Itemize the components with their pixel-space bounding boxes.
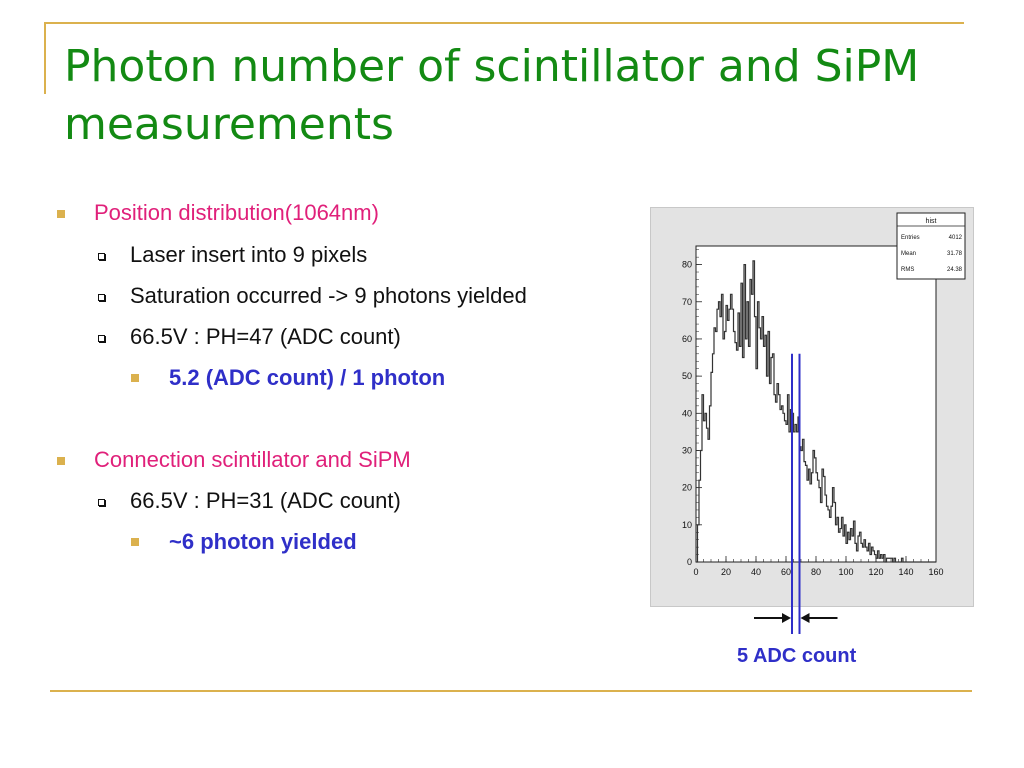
x-tick-label: 60 <box>781 567 791 577</box>
stats-label-entries: Entries <box>901 235 920 241</box>
bullet-text: Connection scintillator and SiPM <box>94 447 411 472</box>
histogram-axes: 0 20 40 60 80 100 120 140 160 0 10 20 30 40 50 60 70 80 <box>682 249 944 577</box>
y-tick-label: 0 <box>687 557 692 567</box>
histogram-series <box>696 260 936 563</box>
bullet-saturation: Saturation occurred -> 9 photons yielded <box>98 283 527 309</box>
stats-label-mean: Mean <box>901 251 916 257</box>
hollow-square-bullet-icon <box>98 294 105 301</box>
y-tick-label: 60 <box>682 334 692 344</box>
stats-value-rms: 24.38 <box>947 267 963 273</box>
bullet-laser-insert: Laser insert into 9 pixels <box>98 242 368 268</box>
x-tick-label: 80 <box>811 567 821 577</box>
y-tick-label: 20 <box>682 483 692 493</box>
square-bullet-icon <box>131 538 139 546</box>
histogram-chart: 0 20 40 60 80 100 120 140 160 0 10 20 30 40 50 60 70 80 h… <box>682 212 966 606</box>
slide-title: Photon number of scintillator and SiPM m… <box>64 41 920 150</box>
left-accent-rule <box>44 22 46 94</box>
stats-label-rms: RMS <box>901 267 914 273</box>
adc-count-label: 5 ADC count <box>737 645 857 667</box>
x-tick-label: 20 <box>721 567 731 577</box>
square-bullet-icon <box>57 210 65 218</box>
bullet-position-distribution: Position distribution(1064nm) <box>57 200 379 226</box>
y-tick-label: 10 <box>682 520 692 530</box>
x-tick-label: 40 <box>751 567 761 577</box>
histogram-panel: 0 20 40 60 80 100 120 140 160 0 10 20 30 40 50 60 70 80 h… <box>650 207 974 607</box>
y-tick-label: 40 <box>682 408 692 418</box>
left-arrowhead-icon <box>782 613 791 623</box>
x-tick-label: 140 <box>898 567 913 577</box>
hollow-square-bullet-icon <box>98 335 105 342</box>
bullet-ph-47: 66.5V : PH=47 (ADC count) <box>98 324 401 350</box>
square-bullet-icon <box>131 374 139 382</box>
x-tick-label: 0 <box>693 567 698 577</box>
right-arrowhead-icon <box>800 613 810 623</box>
bullet-text: Position distribution(1064nm) <box>94 200 379 225</box>
stats-value-mean: 31.78 <box>947 251 963 257</box>
y-tick-label: 30 <box>682 445 692 455</box>
stats-box-frame <box>896 212 966 280</box>
top-accent-rule <box>44 22 964 24</box>
x-tick-label: 120 <box>868 567 883 577</box>
bullet-connection: Connection scintillator and SiPM <box>57 447 411 473</box>
x-tick-label: 160 <box>928 567 943 577</box>
plot-area <box>695 245 937 563</box>
bullet-text: 66.5V : PH=31 (ADC count) <box>130 488 401 513</box>
stats-value-entries: 4012 <box>949 235 963 241</box>
bullet-photon-yielded: ~6 photon yielded <box>131 529 357 555</box>
y-tick-label: 70 <box>682 297 692 307</box>
bullet-text: ~6 photon yielded <box>169 529 357 554</box>
bottom-accent-rule <box>50 690 972 692</box>
y-tick-label: 50 <box>682 371 692 381</box>
bullet-adc-per-photon: 5.2 (ADC count) / 1 photon <box>131 365 446 391</box>
stats-box: hist Entries 4012 Mean 31.78 RMS 24.38 <box>896 212 966 280</box>
bullet-text: Saturation occurred -> 9 photons yielded <box>130 283 527 308</box>
hollow-square-bullet-icon <box>98 253 105 260</box>
x-tick-label: 100 <box>838 567 853 577</box>
adc-marker-lines <box>791 353 801 606</box>
bullet-text: Laser insert into 9 pixels <box>130 242 368 267</box>
bullet-ph-31: 66.5V : PH=31 (ADC count) <box>98 488 401 514</box>
bullet-text: 66.5V : PH=47 (ADC count) <box>130 324 401 349</box>
square-bullet-icon <box>57 457 65 465</box>
hollow-square-bullet-icon <box>98 499 105 506</box>
bullet-text: 5.2 (ADC count) / 1 photon <box>169 365 446 390</box>
y-tick-label: 80 <box>682 260 692 270</box>
stats-title: hist <box>926 218 937 225</box>
